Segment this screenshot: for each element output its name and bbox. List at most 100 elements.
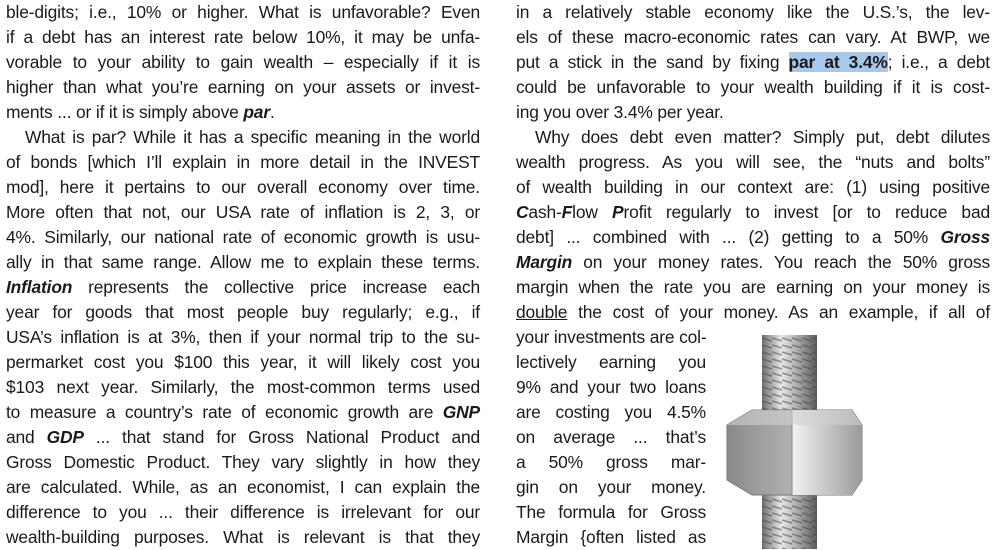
text-line: Margin {often listed as [516, 525, 706, 550]
text-segment: ble-digits; i.e., 10% or higher. What is… [6, 2, 480, 22]
text-line: margin when the rate you are earning on … [516, 275, 990, 300]
text-line: Cash-Flow Profit regularly to invest [or… [516, 200, 990, 225]
text-segment: on your money rates. You reach the 50% g… [572, 252, 990, 272]
text-segment: gin on your money. [516, 477, 706, 497]
emphasized-text: GNP [442, 402, 480, 422]
emphasized-text: par at 3.4% [788, 52, 888, 72]
text-line: on average ... that’s [516, 425, 706, 450]
text-segment: higher than what you’re earning on your … [6, 77, 480, 97]
text-segment: wealth progress. As you will see, the “n… [516, 152, 990, 172]
text-line: to measure a country’s rate of economic … [6, 400, 480, 425]
text-segment: Gross Domestic Product. They vary slight… [6, 452, 480, 472]
emphasized-text: GDP [46, 427, 84, 447]
text-line: wealth progress. As you will see, the “n… [516, 150, 990, 175]
text-segment: on average ... that’s [516, 427, 706, 447]
text-segment: lectively earning you [516, 352, 706, 372]
text-segment: ; i.e., a debt [887, 52, 990, 72]
text-segment: ally in that same range. Allow me to exp… [6, 252, 480, 272]
text-line: 9% and your two loans [516, 375, 706, 400]
nut-and-bolt-image [726, 335, 863, 549]
text-segment: are costing you 4.5% [516, 402, 706, 422]
text-segment: margin when the rate you are earning on … [516, 277, 990, 297]
text-segment: difference to you ... their difference i… [6, 502, 480, 522]
text-line: of wealth building in our context are: (… [516, 175, 990, 200]
emphasized-text: P [611, 202, 624, 222]
emphasized-text: double [516, 302, 568, 322]
text-line: More often that not, our USA rate of inf… [6, 200, 480, 225]
text-segment: 9% and your two loans [516, 377, 706, 397]
text-segment: wealth-building purposes. What is releva… [6, 527, 480, 547]
text-line: ing you over 3.4% per year. [516, 100, 990, 125]
text-line: lectively earning you [516, 350, 706, 375]
text-line: vorable to your ability to gain wealth –… [6, 50, 480, 75]
text-segment: your investments are col- [516, 327, 707, 347]
right-text-column: in a relatively stable economy like the … [516, 0, 990, 550]
text-segment: els of these macro-economic rates can va… [516, 27, 990, 47]
text-segment: . [269, 102, 275, 122]
text-line: double the cost of your money. As an exa… [516, 300, 990, 325]
text-segment: debt] ... combined with ... (2) getting … [516, 227, 941, 247]
text-segment: the cost of your money. As an example, i… [567, 302, 990, 322]
text-segment: a 50% gross mar- [516, 452, 706, 472]
text-line: Margin on your money rates. You reach th… [516, 250, 990, 275]
text-line: of bonds [which I’ll explain in more det… [6, 150, 480, 175]
text-segment: What is par? While it has a specific mea… [25, 127, 480, 147]
text-segment: The formula for Gross [516, 502, 706, 522]
text-line: els of these macro-economic rates can va… [516, 25, 990, 50]
text-segment: ... that stand for Gross National Produc… [83, 427, 481, 447]
text-line: a 50% gross mar- [516, 450, 706, 475]
text-line: What is par? While it has a specific mea… [6, 125, 480, 150]
text-segment: USA’s inflation is at 3%, then if your n… [6, 327, 480, 347]
text-segment: Margin {often listed as [516, 527, 706, 547]
text-line: if a debt has an interest rate below 10%… [6, 25, 480, 50]
text-segment: year for goods that most people buy regu… [6, 302, 480, 322]
text-line: The formula for Gross [516, 500, 706, 525]
text-segment: of wealth building in our context are: (… [516, 177, 990, 197]
text-segment: ing you over 3.4% per year. [516, 102, 724, 122]
text-segment: if a debt has an interest rate below 10%… [6, 27, 480, 47]
text-segment: permarket cost you $100 this year, it wi… [6, 352, 480, 372]
text-line: year for goods that most people buy regu… [6, 300, 480, 325]
text-line: permarket cost you $100 this year, it wi… [6, 350, 480, 375]
text-segment: rofit regularly to invest [or to reduce … [623, 202, 990, 222]
text-line: ble-digits; i.e., 10% or higher. What is… [6, 0, 480, 25]
emphasized-text: C [516, 202, 529, 222]
text-segment: to measure a country’s rate of economic … [6, 402, 443, 422]
text-line: $103 next year. Similarly, the most-comm… [6, 375, 480, 400]
text-line: gin on your money. [516, 475, 706, 500]
text-line: debt] ... combined with ... (2) getting … [516, 225, 990, 250]
text-line: wealth-building purposes. What is releva… [6, 525, 480, 550]
emphasized-text: Gross [940, 227, 990, 247]
text-line: in a relatively stable economy like the … [516, 0, 990, 25]
text-segment: More often that not, our USA rate of inf… [6, 202, 480, 222]
text-line: are costing you 4.5% [516, 400, 706, 425]
text-segment: ash- [528, 202, 562, 222]
text-segment: low [572, 202, 612, 222]
text-line: Gross Domestic Product. They vary slight… [6, 450, 480, 475]
text-segment: and [6, 427, 47, 447]
text-segment: mod], here it pertains to our overall ec… [6, 177, 480, 197]
left-text-column: ble-digits; i.e., 10% or higher. What is… [6, 0, 480, 550]
text-segment: ments ... or if it is simply above [6, 102, 244, 122]
text-segment: are calculated. While, as an economist, … [6, 477, 480, 497]
text-segment: represents the collective price increase… [72, 277, 480, 297]
text-line: difference to you ... their difference i… [6, 500, 480, 525]
emphasized-text: F [561, 202, 573, 222]
text-line: Inflation represents the collective pric… [6, 275, 480, 300]
text-line: could be unfavorable to your wealth buil… [516, 75, 990, 100]
text-line: your investments are col- [516, 325, 990, 350]
text-line: ally in that same range. Allow me to exp… [6, 250, 480, 275]
text-segment: could be unfavorable to your wealth buil… [516, 77, 990, 97]
text-line: put a stick in the sand by fixing par at… [516, 50, 990, 75]
text-segment: in a relatively stable economy like the … [516, 2, 990, 22]
text-segment: $103 next year. Similarly, the most-comm… [6, 377, 480, 397]
emphasized-text: Margin [516, 252, 573, 272]
text-segment: 4%. Similarly, our national rate of econ… [6, 227, 480, 247]
emphasized-text: par [243, 102, 270, 122]
text-line: Why does debt even matter? Simply put, d… [516, 125, 990, 150]
text-segment: of bonds [which I’ll explain in more det… [6, 152, 480, 172]
text-line: are calculated. While, as an economist, … [6, 475, 480, 500]
text-line: ments ... or if it is simply above par. [6, 100, 480, 125]
text-line: and GDP ... that stand for Gross Nationa… [6, 425, 480, 450]
text-line: USA’s inflation is at 3%, then if your n… [6, 325, 480, 350]
